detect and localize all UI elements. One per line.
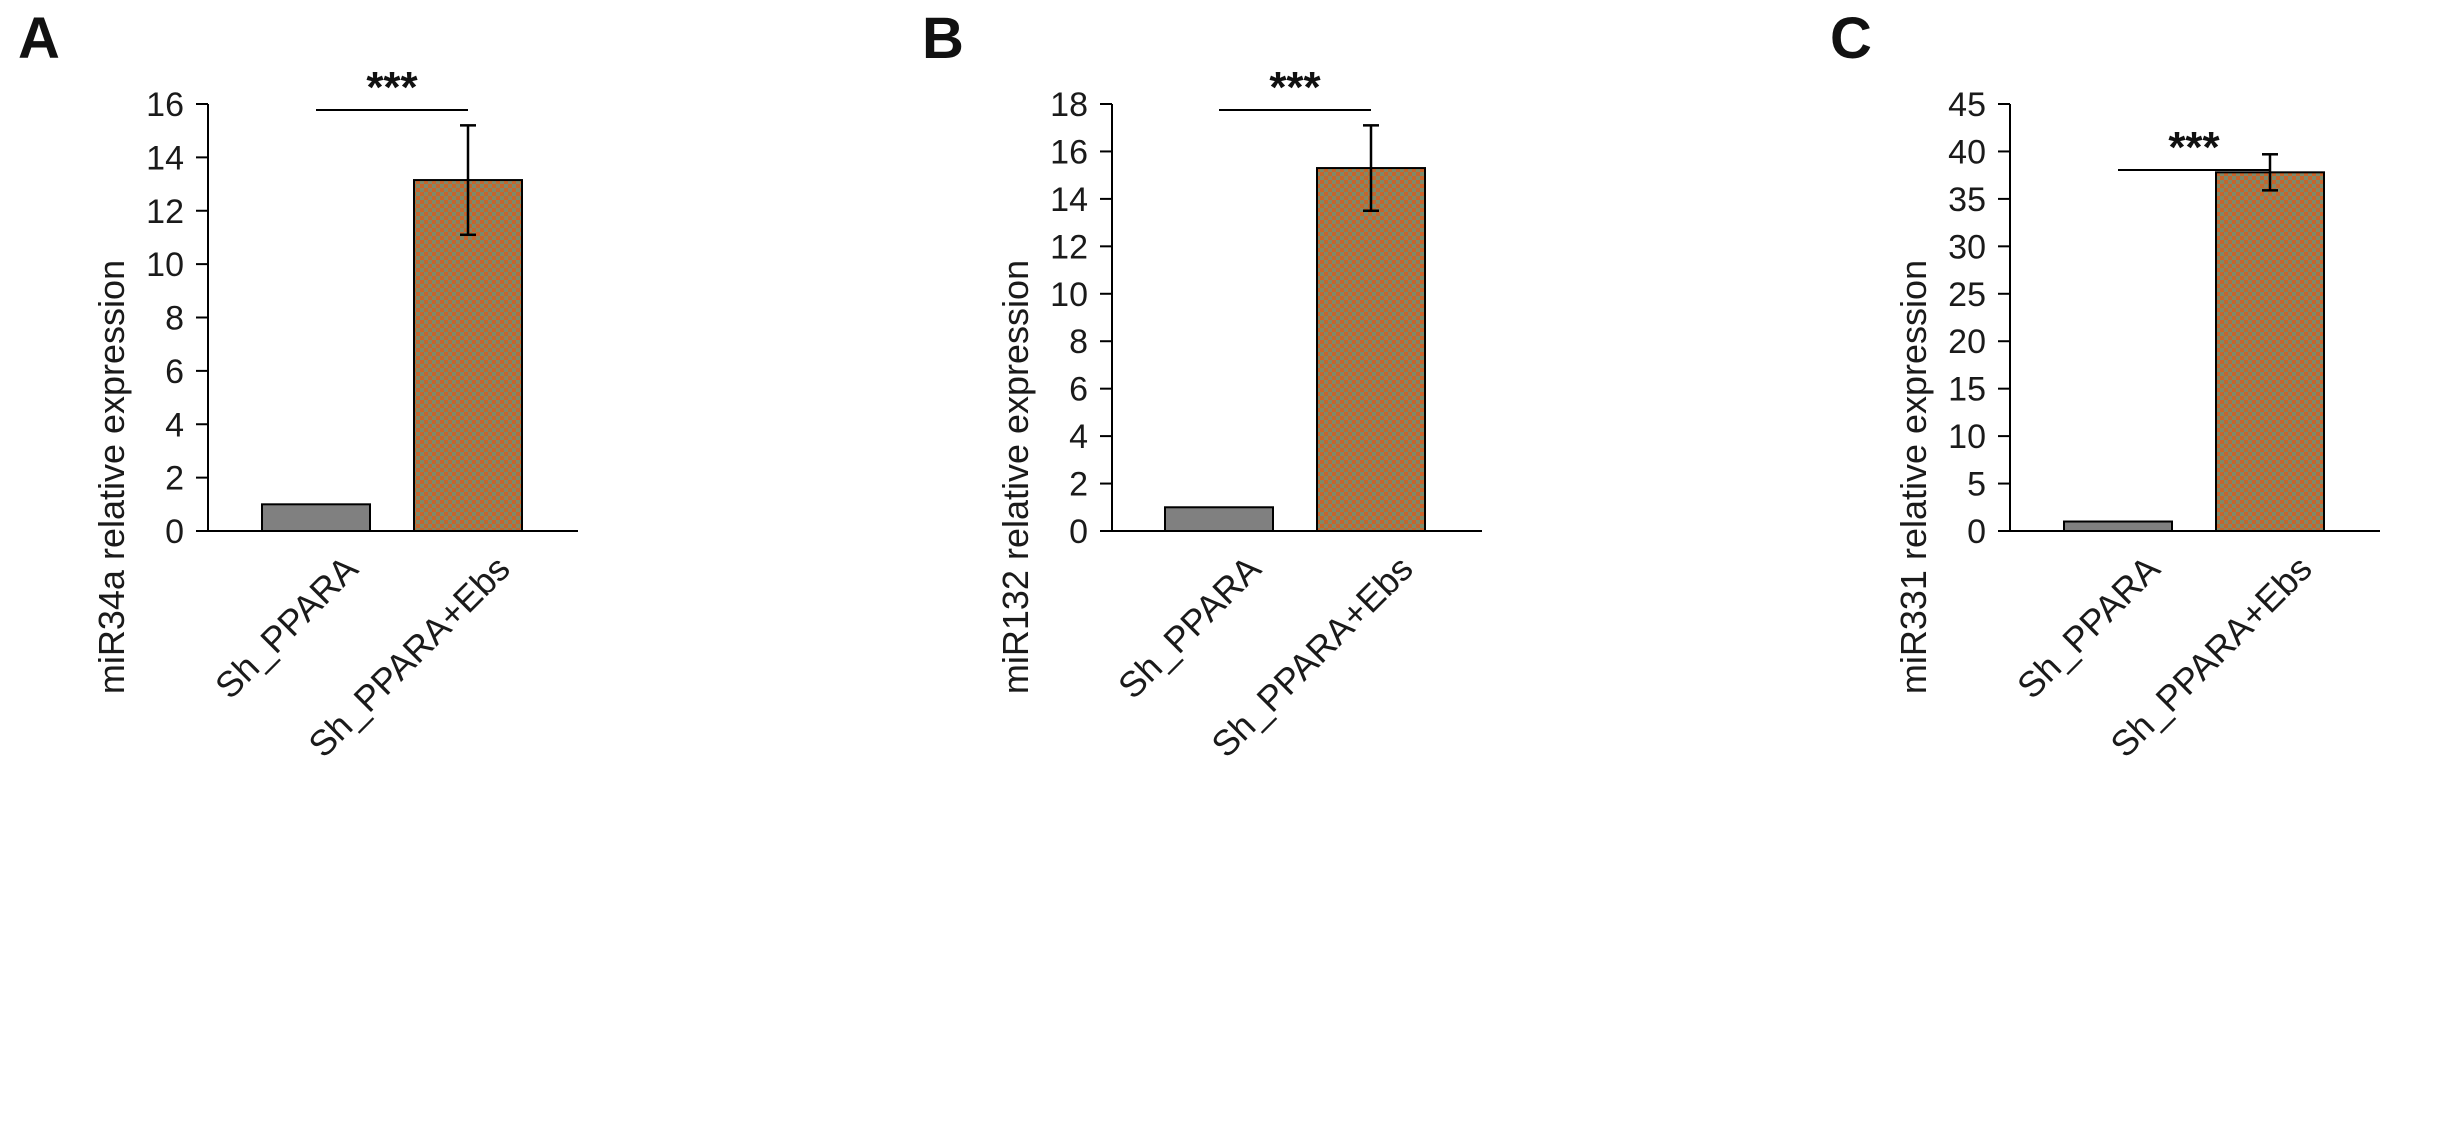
y-tick-label-c-7: 35 [1948, 181, 1986, 219]
bar-c-1 [2215, 171, 2325, 532]
bar-b-0 [1164, 506, 1274, 532]
y-tick-label-b-9: 18 [1050, 86, 1088, 124]
panel-letter-c: C [1830, 6, 1872, 71]
bar-a-1 [413, 179, 523, 532]
category-label-a-0: Sh_PPARA [207, 548, 366, 707]
y-tick-label-c-3: 15 [1948, 371, 1986, 409]
bar-a-0 [261, 503, 371, 532]
panel-a: A miR34a relative expression 0 2 4 6 8 10 12 14… [18, 6, 578, 765]
panel-c: C miR331 relative expression 0 5 10 15 20 25 3… [1830, 6, 2380, 765]
y-tick-label-a-5: 10 [146, 246, 184, 284]
y-ticks-c: 0 5 10 15 20 25 30 35 40 45 [1948, 86, 2011, 551]
bar-b-1 [1316, 167, 1426, 533]
y-tick-label-c-1: 5 [1967, 466, 1986, 504]
y-tick-label-c-6: 30 [1948, 228, 1986, 266]
y-tick-label-b-0: 0 [1069, 513, 1088, 551]
y-tick-label-a-3: 6 [165, 353, 184, 391]
y-axis-label-a: miR34a relative expression [91, 260, 132, 694]
category-label-b-0: Sh_PPARA [1110, 548, 1269, 707]
bars-a [208, 109, 578, 532]
y-axis-label-c: miR331 relative expression [1893, 260, 1934, 694]
y-tick-label-c-5: 25 [1948, 276, 1986, 314]
y-tick-label-c-2: 10 [1948, 418, 1986, 456]
y-tick-label-a-8: 16 [146, 86, 184, 124]
y-tick-label-a-7: 14 [146, 139, 184, 177]
bars-b [1112, 109, 1482, 533]
y-tick-label-b-5: 10 [1050, 276, 1088, 314]
y-tick-label-c-0: 0 [1967, 513, 1986, 551]
panel-b: B miR132 relative expression 0 2 4 6 8 10 12 14… [922, 6, 1482, 765]
y-tick-label-b-8: 16 [1050, 133, 1088, 171]
y-ticks-a: 0 2 4 6 8 10 12 14 16 [146, 86, 209, 551]
y-tick-label-c-4: 20 [1948, 323, 1986, 361]
y-tick-label-a-0: 0 [165, 513, 184, 551]
significance-label-a: *** [366, 63, 418, 112]
y-tick-label-b-2: 4 [1069, 418, 1088, 456]
y-axis-label-b: miR132 relative expression [995, 260, 1036, 694]
y-tick-label-a-2: 4 [165, 406, 184, 444]
y-ticks-b: 0 2 4 6 8 10 12 14 16 18 [1050, 86, 1113, 551]
y-tick-label-b-4: 8 [1069, 323, 1088, 361]
significance-label-c: *** [2168, 123, 2220, 172]
significance-label-b: *** [1269, 63, 1321, 112]
y-tick-label-a-4: 8 [165, 300, 184, 338]
y-tick-label-b-3: 6 [1069, 371, 1088, 409]
y-tick-label-b-6: 12 [1050, 228, 1088, 266]
y-tick-label-c-8: 40 [1948, 133, 1986, 171]
panel-letter-a: A [18, 6, 60, 71]
category-label-c-0: Sh_PPARA [2009, 548, 2168, 707]
y-tick-label-c-9: 45 [1948, 86, 1986, 124]
y-tick-label-a-6: 12 [146, 193, 184, 231]
y-tick-label-b-7: 14 [1050, 181, 1088, 219]
y-tick-label-b-1: 2 [1069, 466, 1088, 504]
y-tick-label-a-1: 2 [165, 460, 184, 498]
bar-c-0 [2063, 520, 2173, 532]
panel-letter-b: B [922, 6, 964, 71]
bars-c [2010, 153, 2380, 532]
